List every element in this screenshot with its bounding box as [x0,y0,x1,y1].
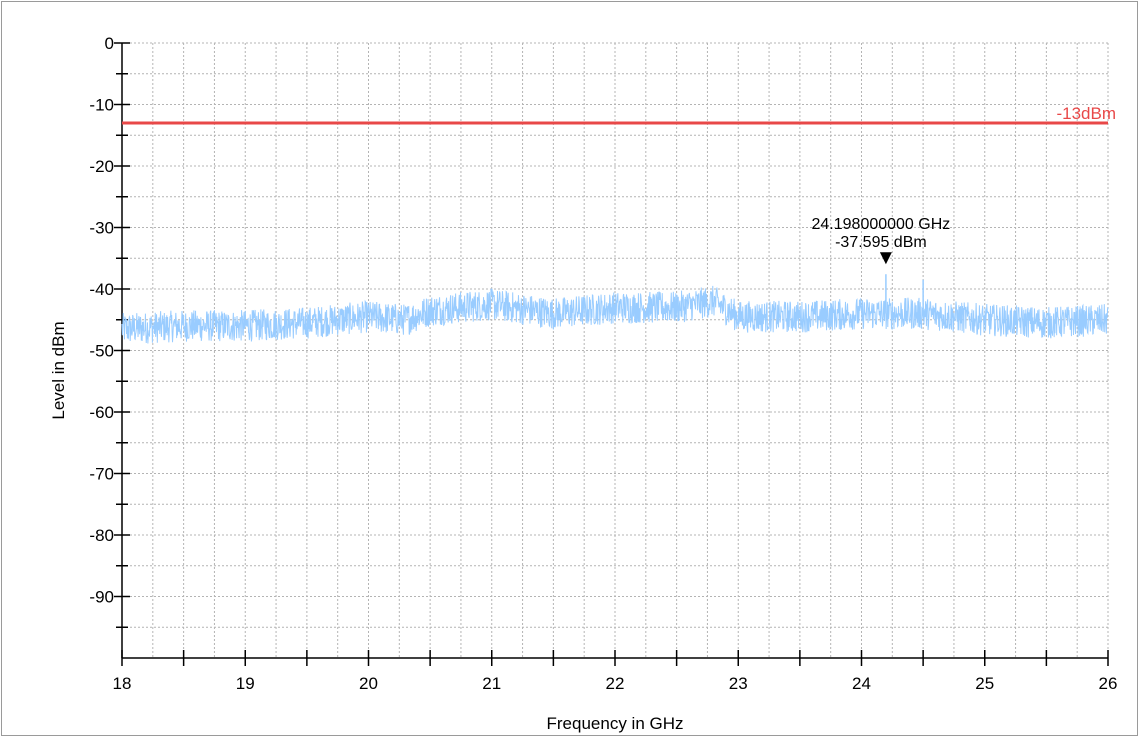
y-tick-label: -60 [89,403,114,422]
x-tick-label: 24 [852,674,871,693]
y-tick-label: -40 [89,280,114,299]
marker-triangle-icon [879,252,892,265]
y-tick-label: -70 [89,465,114,484]
y-tick-label: -10 [89,96,114,115]
limit-line-group: -13dBm [122,104,1116,125]
y-tick-label: -30 [89,219,114,238]
grid [122,42,1109,659]
trace-line [121,285,1109,344]
y-tick-label: -20 [89,157,114,176]
y-tick-label: -50 [89,342,114,361]
x-tick-label: 23 [729,674,748,693]
y-tick-label: -90 [89,588,114,607]
x-tick-label: 18 [113,674,132,693]
x-tick-label: 22 [606,674,625,693]
x-tick-label: 20 [359,674,378,693]
axes: 0 -10 -20 -30 -40 -50 -60 -70 -80 -90 18 19 20 21 22 23… [89,34,1117,693]
y-tick-label: -80 [89,526,114,545]
marker-frequency-label: 24.198000000 GHz [812,216,951,233]
marker-level-label: -37.595 dBm [835,234,927,251]
peak-marker: 24.198000000 GHz -37.595 dBm [812,216,951,265]
x-tick-label: 26 [1099,674,1118,693]
x-tick-label: 21 [482,674,501,693]
y-axis-title: Level in dBm [49,321,68,419]
x-tick-label: 25 [975,674,994,693]
limit-line-label: -13dBm [1056,104,1116,123]
x-tick-label: 19 [236,674,255,693]
x-axis-title: Frequency in GHz [547,714,684,733]
trace-series [121,274,1109,344]
y-tick-label: 0 [105,34,114,53]
